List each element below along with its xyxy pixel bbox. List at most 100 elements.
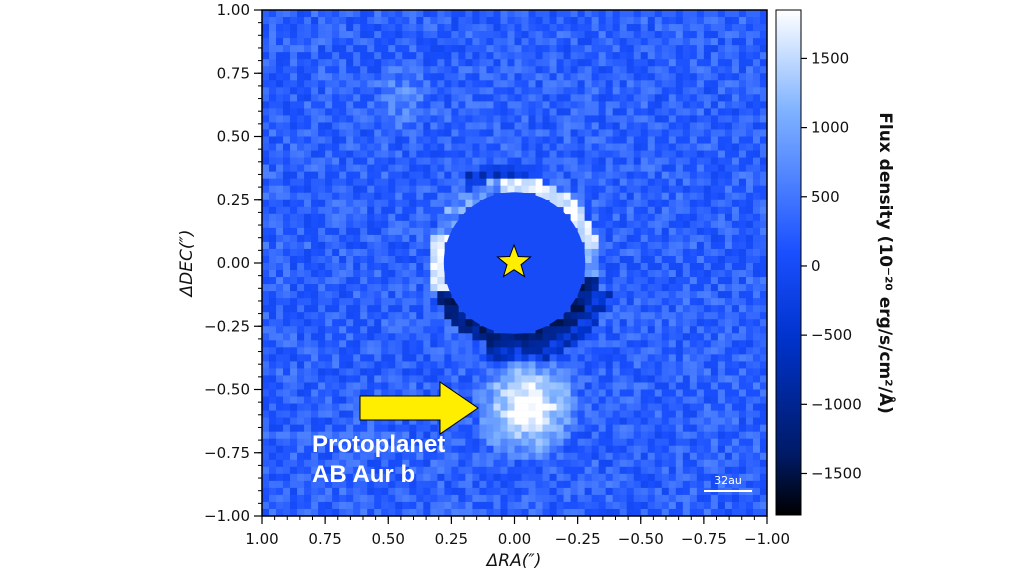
heatmap-pixel	[311, 234, 319, 243]
heatmap-pixel	[570, 136, 578, 144]
heatmap-pixel	[570, 396, 578, 404]
heatmap-pixel	[290, 291, 298, 299]
heatmap-pixel	[675, 375, 684, 383]
heatmap-pixel	[752, 255, 761, 264]
heatmap-pixel	[325, 17, 333, 25]
heatmap-pixel	[437, 340, 445, 348]
heatmap-pixel	[325, 508, 333, 516]
heatmap-pixel	[689, 157, 698, 165]
heatmap-pixel	[528, 431, 536, 439]
heatmap-pixel	[507, 101, 515, 109]
heatmap-pixel	[430, 248, 438, 257]
heatmap-pixel	[416, 473, 424, 482]
heatmap-pixel	[528, 487, 536, 496]
heatmap-pixel	[612, 410, 620, 418]
heatmap-pixel	[325, 115, 333, 123]
heatmap-pixel	[367, 480, 375, 489]
heatmap-pixel	[696, 340, 705, 348]
heatmap-pixel	[514, 10, 522, 18]
heatmap-pixel	[703, 10, 712, 18]
heatmap-pixel	[703, 382, 712, 390]
heatmap-pixel	[745, 94, 754, 102]
heatmap-pixel	[591, 38, 599, 46]
heatmap-pixel	[325, 66, 333, 74]
heatmap-pixel	[696, 375, 705, 383]
heatmap-pixel	[444, 108, 452, 116]
heatmap-pixel	[283, 227, 291, 236]
heatmap-pixel	[577, 431, 585, 439]
heatmap-pixel	[570, 213, 578, 222]
heatmap-pixel	[710, 417, 719, 425]
heatmap-pixel	[465, 445, 473, 454]
heatmap-pixel	[311, 220, 319, 229]
heatmap-pixel	[262, 368, 270, 376]
heatmap-pixel	[444, 333, 452, 341]
heatmap-pixel	[752, 185, 761, 194]
heatmap-pixel	[661, 319, 670, 327]
heatmap-pixel	[402, 199, 410, 208]
heatmap-pixel	[759, 52, 767, 60]
heatmap-pixel	[654, 199, 663, 208]
heatmap-pixel	[430, 263, 438, 271]
heatmap-pixel	[731, 66, 740, 74]
heatmap-pixel	[640, 136, 649, 144]
heatmap-pixel	[346, 94, 354, 102]
heatmap-pixel	[528, 94, 536, 102]
heatmap-pixel	[458, 473, 466, 482]
heatmap-pixel	[542, 17, 550, 25]
heatmap-pixel	[311, 38, 319, 46]
heatmap-pixel	[374, 354, 382, 362]
heatmap-pixel	[619, 382, 628, 390]
heatmap-pixel	[437, 73, 445, 81]
heatmap-pixel	[717, 66, 726, 74]
heatmap-pixel	[311, 80, 319, 88]
heatmap-pixel	[493, 38, 501, 46]
heatmap-pixel	[724, 66, 733, 74]
heatmap-pixel	[675, 291, 684, 299]
heatmap-pixel	[668, 234, 677, 243]
heatmap-pixel	[276, 410, 284, 418]
heatmap-pixel	[290, 508, 298, 516]
heatmap-pixel	[444, 291, 452, 299]
heatmap-pixel	[647, 192, 656, 201]
heatmap-pixel	[486, 136, 494, 144]
heatmap-pixel	[717, 438, 726, 447]
heatmap-pixel	[367, 234, 375, 243]
heatmap-pixel	[703, 410, 712, 418]
heatmap-pixel	[598, 101, 606, 109]
heatmap-pixel	[416, 115, 424, 123]
heatmap-pixel	[423, 129, 431, 137]
heatmap-pixel	[486, 94, 494, 102]
heatmap-pixel	[479, 333, 487, 341]
heatmap-pixel	[269, 24, 277, 32]
heatmap-pixel	[437, 136, 445, 144]
heatmap-pixel	[570, 73, 578, 81]
heatmap-pixel	[535, 171, 543, 179]
heatmap-pixel	[332, 199, 340, 208]
heatmap-pixel	[556, 199, 564, 208]
heatmap-pixel	[381, 122, 389, 130]
heatmap-pixel	[598, 73, 606, 81]
heatmap-pixel	[381, 220, 389, 229]
heatmap-pixel	[591, 52, 599, 60]
heatmap-pixel	[437, 234, 445, 243]
heatmap-pixel	[752, 501, 761, 510]
heatmap-pixel	[640, 192, 649, 201]
heatmap-pixel	[619, 501, 628, 510]
heatmap-pixel	[507, 164, 515, 172]
heatmap-pixel	[381, 382, 389, 390]
heatmap-pixel	[262, 452, 270, 461]
heatmap-pixel	[360, 424, 368, 432]
heatmap-pixel	[563, 157, 571, 165]
heatmap-pixel	[640, 164, 649, 172]
heatmap-pixel	[542, 361, 550, 369]
heatmap-pixel	[563, 73, 571, 81]
heatmap-pixel	[409, 241, 417, 250]
heatmap-pixel	[507, 333, 515, 341]
heatmap-pixel	[521, 171, 529, 179]
heatmap-pixel	[717, 255, 726, 264]
heatmap-pixel	[717, 87, 726, 95]
heatmap-pixel	[493, 17, 501, 25]
heatmap-pixel	[654, 185, 663, 194]
heatmap-pixel	[710, 410, 719, 418]
